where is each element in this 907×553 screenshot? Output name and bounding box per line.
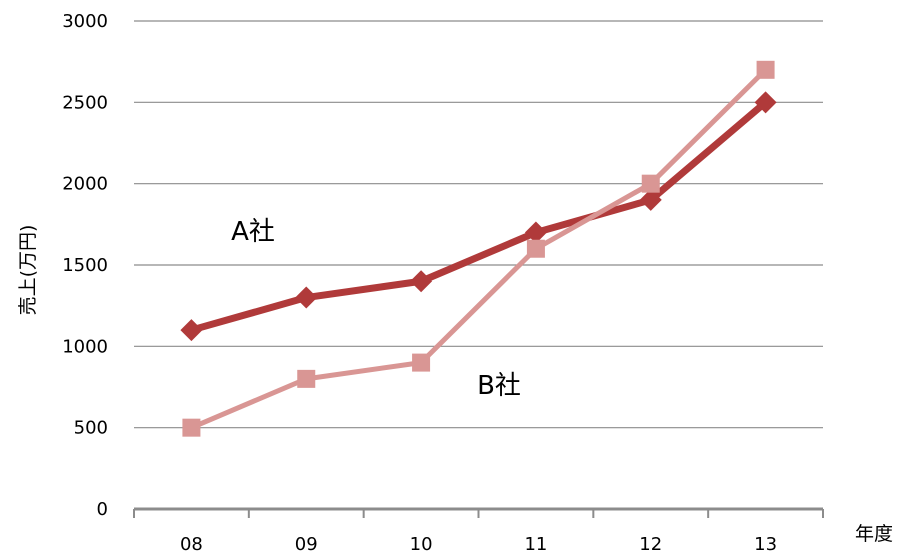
x-tick-label: 11 [524,534,547,553]
data-point-marker [297,369,316,388]
x-tick-label: 09 [295,534,318,553]
y-tick-label: 3000 [62,11,108,32]
series-markers [180,60,777,437]
data-point-marker [410,270,433,293]
y-axis-title: 売上(万円) [17,225,39,316]
y-tick-label: 2000 [62,174,108,195]
data-point-marker [412,353,431,372]
y-tick-label: 1500 [62,255,108,276]
y-tick-labels: 0 500 1000 1500 2000 2500 3000 [62,11,108,520]
y-tick-label: 500 [74,418,108,439]
data-point-marker [639,188,662,211]
data-point-marker [182,418,201,437]
x-tick-label: 08 [180,534,203,553]
data-point-marker [641,174,660,193]
series-line [187,98,770,334]
data-point-marker [180,319,203,342]
y-tick-label: 0 [97,499,108,520]
gridlines [134,20,823,429]
y-tick-label: 1000 [62,336,108,357]
data-point-marker [756,60,775,79]
series-lines [187,67,770,431]
x-tick-label: 10 [410,534,433,553]
data-point-marker [526,239,545,258]
data-point-marker [295,286,318,309]
y-tick-label: 2500 [62,92,108,113]
data-point-marker [524,221,547,244]
x-tick-label: 13 [754,534,777,553]
data-point-marker [754,91,777,114]
x-tick-labels: 08 09 10 11 12 13 [180,534,777,553]
x-tick-label: 12 [639,534,662,553]
series-label-a: A社 [231,217,275,247]
x-axis-title: 年度 [855,523,893,545]
series-label-b: B社 [477,371,521,401]
series-line [188,67,769,431]
x-axis [133,507,824,518]
